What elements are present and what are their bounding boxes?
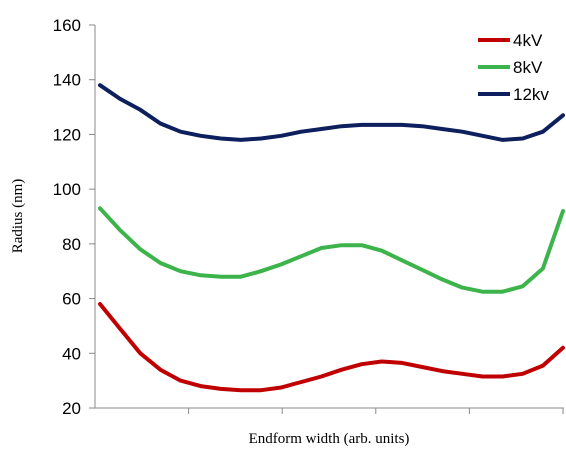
legend-label: 12kv [513,85,549,104]
y-axis-label: Radius (nm) [10,179,26,254]
y-tick-label: 100 [53,180,81,199]
y-tick-label: 80 [62,235,81,254]
series-line [98,206,565,294]
y-tick-label: 140 [53,71,81,90]
series-line [98,83,565,142]
y-tick-label: 60 [62,290,81,309]
y-tick-label: 40 [62,344,81,363]
legend-label: 4kV [513,31,543,50]
y-tick-label: 160 [53,16,81,35]
y-tick-label: 20 [62,399,81,418]
y-tick-label: 120 [53,125,81,144]
series-line [98,302,565,393]
legend-label: 8kV [513,58,543,77]
x-axis-label: Endform width (arb. units) [249,431,410,447]
x-axis-ticks [188,408,564,414]
